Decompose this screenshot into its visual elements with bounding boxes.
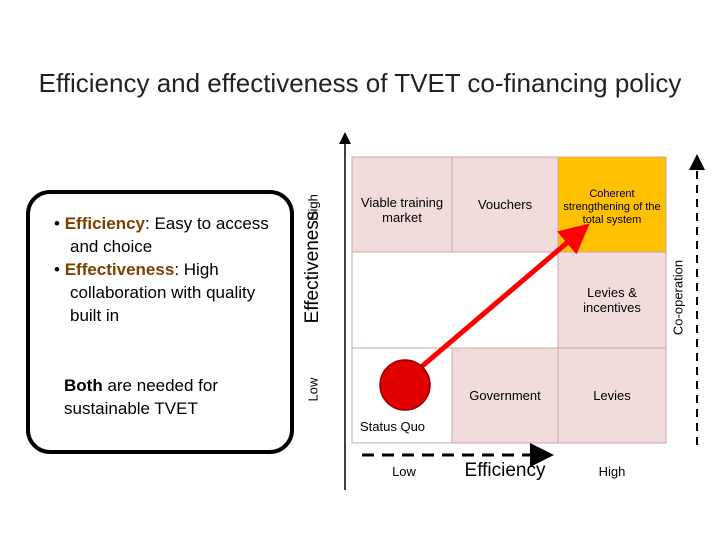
bullet-term: Effectiveness <box>64 260 175 279</box>
cell-bg <box>351 251 559 349</box>
note-bold: Both <box>64 376 103 395</box>
text-box <box>26 190 294 454</box>
x-axis-label: Efficiency <box>464 460 546 481</box>
cell-label: Government <box>469 388 541 403</box>
cell-bg <box>451 347 559 444</box>
x-axis-high: High <box>598 464 626 479</box>
cell-label: Levies & incentives <box>583 285 641 315</box>
y-axis-high: High <box>305 194 321 221</box>
cell-bg <box>351 156 453 253</box>
bullet: • Effectiveness: High collaboration with… <box>54 260 256 325</box>
policy-arrow <box>418 223 590 370</box>
cell-label: Coherent strengthening of the total syst… <box>563 188 661 226</box>
status-quo-label: Status Quo <box>360 419 426 434</box>
x-axis-low: Low <box>392 464 416 479</box>
note: Both are needed for sustainable TVET <box>64 374 264 420</box>
status-quo-marker <box>379 359 431 411</box>
y-axis-low: Low <box>305 377 321 402</box>
bullet-term: Efficiency <box>64 214 145 233</box>
cell-bg <box>451 156 559 253</box>
cell-label: Vouchers <box>477 197 533 212</box>
title: Efficiency and effectiveness of TVET co-… <box>38 68 682 98</box>
co-operation-label: Co-operation <box>670 259 686 336</box>
cell-bg <box>557 347 667 444</box>
bullet: • Efficiency: Easy to access and choice <box>54 214 269 256</box>
note-text: are needed for sustainable TVET <box>64 376 219 418</box>
bullet-text: : Easy to access and choice <box>70 214 269 256</box>
cell-label: Viable training market <box>360 194 444 225</box>
bullets: • Efficiency: Easy to access and choice … <box>40 212 275 327</box>
bullet-text: : High collaboration with quality built … <box>70 260 256 325</box>
cell-bg <box>557 156 667 253</box>
cell-label: Levies <box>593 388 631 403</box>
